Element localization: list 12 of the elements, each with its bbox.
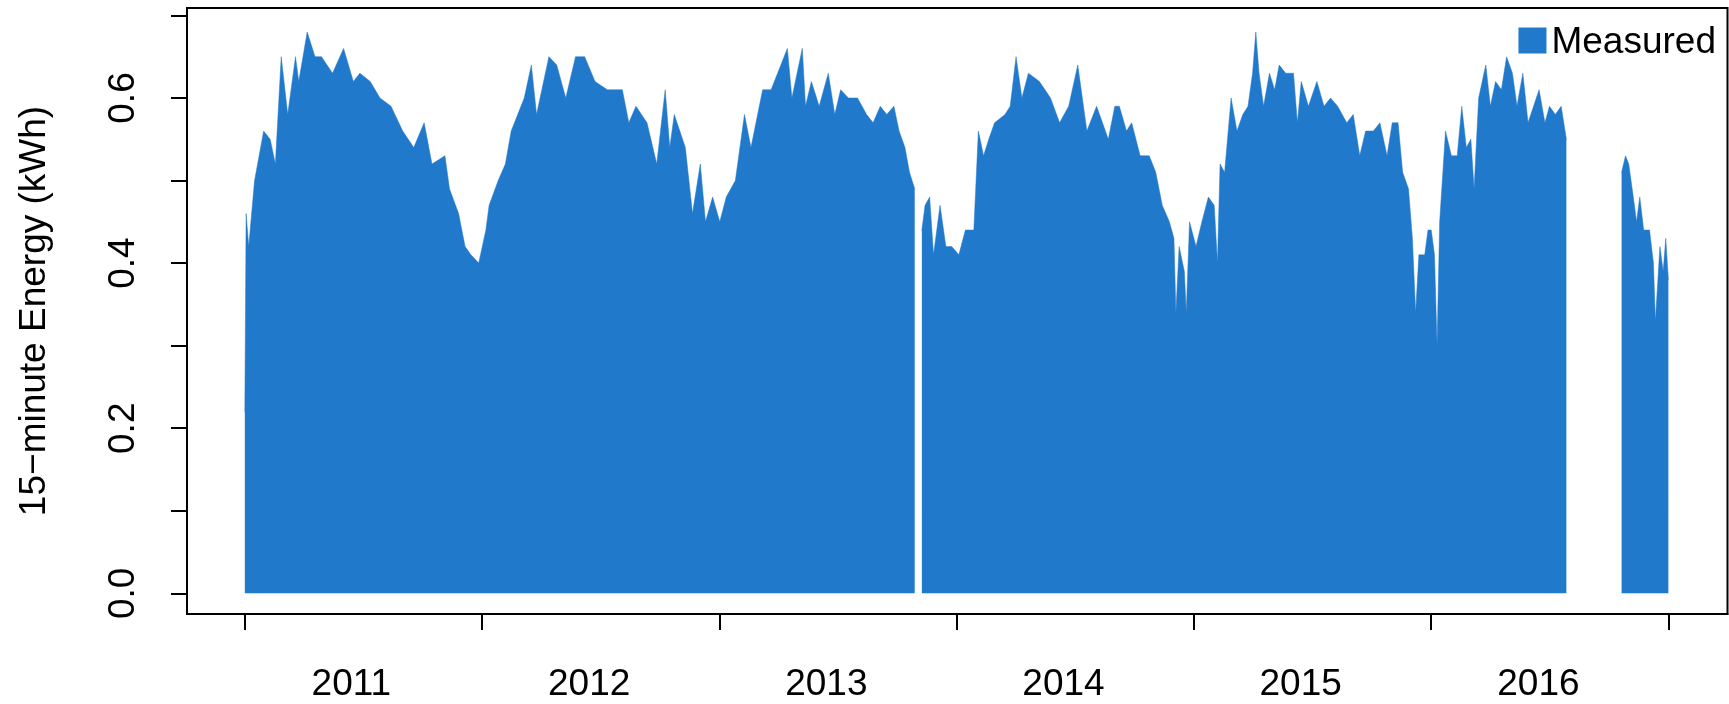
- x-tick-label: 2014: [1022, 662, 1105, 703]
- legend-label: Measured: [1551, 20, 1716, 61]
- y-tick-label: 0.4: [101, 237, 142, 289]
- x-tick-label: 2015: [1259, 662, 1342, 703]
- y-tick-label: 0.2: [101, 402, 142, 454]
- x-tick-label: 2011: [311, 662, 392, 703]
- x-tick-label: 2016: [1497, 662, 1580, 703]
- x-tick-label: 2012: [548, 662, 631, 703]
- y-tick-label: 0.0: [101, 567, 142, 620]
- y-tick-label: 0.6: [101, 72, 142, 124]
- y-axis-title: 15−minute Energy (kWh): [12, 105, 53, 517]
- x-tick-label: 2013: [785, 662, 868, 703]
